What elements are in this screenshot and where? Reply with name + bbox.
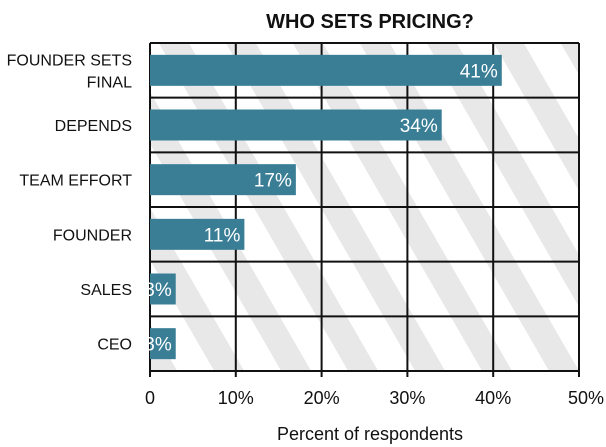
x-tick-label: 30%	[389, 388, 425, 408]
category-label: SALES	[80, 282, 132, 299]
bar-value-label: 11%	[204, 225, 241, 246]
grid	[149, 42, 580, 377]
bar	[150, 218, 245, 250]
x-tick-label: 20%	[304, 388, 340, 408]
x-tick-label: 10%	[218, 388, 254, 408]
bar-value-label: 3%	[144, 280, 172, 301]
category-label: CEO	[97, 337, 132, 354]
bar	[150, 164, 296, 196]
category-label: FOUNDER	[53, 227, 132, 244]
x-tick-label: 50%	[568, 388, 604, 408]
bar-value-label: 17%	[254, 171, 292, 192]
bar-value-label: 34%	[400, 116, 438, 137]
category-label: TEAM EFFORT	[19, 173, 132, 190]
bar	[150, 328, 176, 360]
x-tick-label: 40%	[475, 388, 511, 408]
bars: 41% 34% 17% 11% 3% 3%	[144, 54, 502, 360]
bar	[150, 109, 442, 141]
category-label: FINAL	[87, 74, 132, 91]
x-tick-label: 0	[145, 388, 155, 408]
category-labels: FOUNDER SETS FINAL DEPENDS TEAM EFFORT FOUND…	[7, 52, 133, 353]
category-label: FOUNDER SETS	[7, 52, 132, 69]
bar-value-label: 41%	[460, 61, 498, 82]
x-tick-labels: 0 10% 20% 30% 40% 50%	[145, 388, 604, 408]
chart-title: WHO SETS PRICING?	[266, 11, 474, 33]
bar-value-label: 3%	[144, 335, 172, 356]
category-label: DEPENDS	[55, 118, 132, 135]
bar	[150, 273, 176, 305]
x-axis-label: Percent of respondents	[277, 424, 463, 444]
bar	[150, 54, 502, 86]
